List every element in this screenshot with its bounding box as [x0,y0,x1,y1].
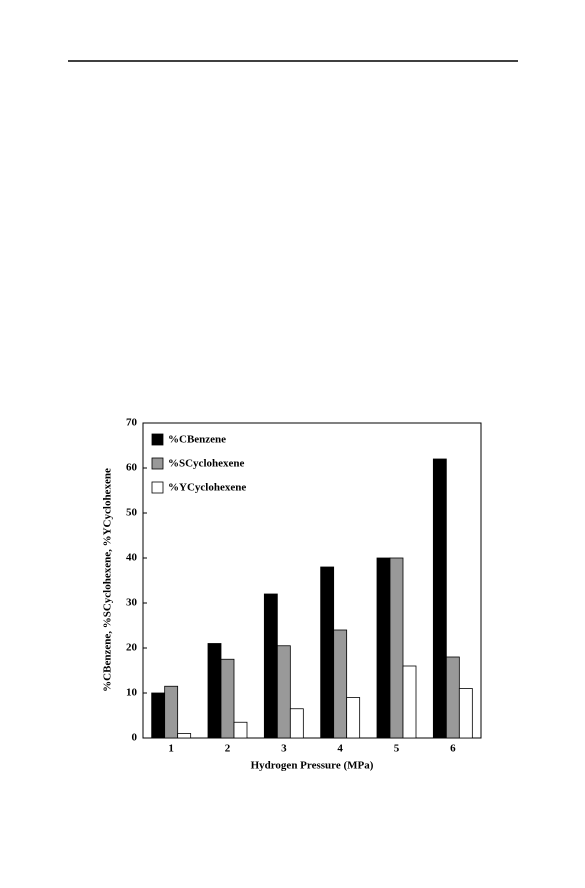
legend-swatch [151,457,164,470]
bar [164,685,179,739]
legend-swatch [151,481,164,494]
bar [445,656,460,739]
y-tick-label: 20 [126,642,138,654]
y-tick-label: 60 [126,462,138,474]
bar [207,643,222,739]
y-tick-label: 0 [132,732,138,744]
x-axis-label: Hydrogen Pressure (MPa) [251,760,374,772]
bar [333,629,348,739]
bar [432,458,447,739]
bar [233,721,248,739]
legend-swatch [151,433,164,446]
y-tick-label: 50 [126,507,138,519]
bar [220,658,235,739]
y-tick-label: 30 [126,597,138,609]
legend-label: %YCyclohexene [168,482,246,494]
bar [389,557,404,739]
bar [151,692,166,739]
x-tick-label: 5 [394,743,400,755]
x-tick-label: 3 [281,743,287,755]
x-tick-label: 2 [225,743,231,755]
legend-label: %CBenzene [168,434,226,446]
bar [276,645,291,739]
x-tick-label: 4 [337,743,343,755]
bar [263,593,278,739]
bar [458,688,473,739]
y-tick-label: 40 [126,552,138,564]
x-tick-label: 1 [168,743,174,755]
bar [402,665,417,739]
y-axis-label: %CBenzene, %SCyclohexene, %YCyclohexene [102,468,114,692]
legend-label: %SCyclohexene [168,458,245,470]
x-tick-label: 6 [450,743,456,755]
bar [177,733,192,739]
bar [376,557,391,739]
y-tick-label: 70 [126,417,138,429]
plot-frame [142,422,482,739]
y-tick-label: 10 [126,687,138,699]
bar [320,566,335,739]
bar [289,708,304,739]
bar [346,697,361,739]
